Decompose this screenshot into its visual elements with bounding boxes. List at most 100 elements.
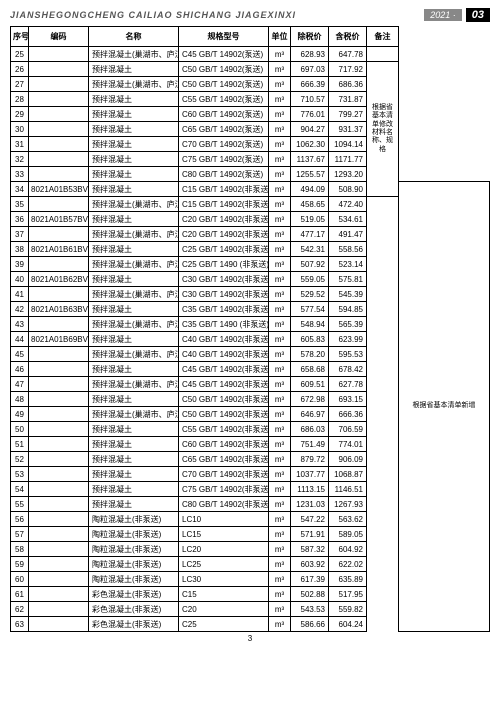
price-in-cell: 563.62 (329, 512, 367, 527)
unit-cell: m³ (269, 92, 291, 107)
price-in-cell: 594.85 (329, 302, 367, 317)
unit-cell: m³ (269, 467, 291, 482)
seq-cell: 36 (11, 212, 29, 227)
spec-cell: C80 GB/T 14902(非泵送) (179, 497, 269, 512)
code-cell (29, 197, 89, 212)
code-cell (29, 347, 89, 362)
spec-cell: C65 GB/T 14902(非泵送) (179, 452, 269, 467)
table-header-row: 序号 编码 名称 规格型号 单位 除税价 含税价 备注 (11, 27, 490, 47)
spec-cell: C50 GB/T 14902(泵送) (179, 62, 269, 77)
spec-cell: C30 GB/T 14902(非泵送) (179, 272, 269, 287)
seq-cell: 38 (11, 242, 29, 257)
price-ex-cell: 1231.03 (291, 497, 329, 512)
price-ex-cell: 697.03 (291, 62, 329, 77)
col-price-in-header: 含税价 (329, 27, 367, 47)
price-ex-cell: 542.31 (291, 242, 329, 257)
col-code-header: 编码 (29, 27, 89, 47)
name-cell: 预拌混凝土 (89, 452, 179, 467)
price-ex-cell: 672.98 (291, 392, 329, 407)
price-in-cell: 693.15 (329, 392, 367, 407)
spec-cell: C70 GB/T 14902(泵送) (179, 137, 269, 152)
price-ex-cell: 1062.30 (291, 137, 329, 152)
col-unit-header: 单位 (269, 27, 291, 47)
price-ex-cell: 529.52 (291, 287, 329, 302)
code-cell (29, 137, 89, 152)
seq-cell: 55 (11, 497, 29, 512)
price-in-cell: 534.61 (329, 212, 367, 227)
unit-cell: m³ (269, 527, 291, 542)
spec-cell: C60 GB/T 14902(非泵送) (179, 437, 269, 452)
spec-cell: LC20 (179, 542, 269, 557)
table-row: 30预拌混凝土C65 GB/T 14902(泵送)m³904.27931.37 (11, 122, 490, 137)
name-cell: 预拌混凝土 (89, 497, 179, 512)
unit-cell: m³ (269, 302, 291, 317)
seq-cell: 42 (11, 302, 29, 317)
spec-cell: C60 GB/T 14902(泵送) (179, 107, 269, 122)
code-cell (29, 257, 89, 272)
code-cell: 8021A01B62BV (29, 272, 89, 287)
spec-cell: C25 (179, 617, 269, 632)
price-in-cell: 523.14 (329, 257, 367, 272)
price-in-cell: 627.78 (329, 377, 367, 392)
spec-cell: C15 GB/T 14902(非泵送) (179, 182, 269, 197)
spec-cell: C15 (179, 587, 269, 602)
spec-cell: C45 GB/T 14902(泵送) (179, 47, 269, 62)
code-cell (29, 122, 89, 137)
code-cell (29, 482, 89, 497)
price-ex-cell: 879.72 (291, 452, 329, 467)
price-in-cell: 731.87 (329, 92, 367, 107)
page-header: JIANSHEGONGCHENG CAILIAO SHICHANG JIAGEX… (10, 8, 490, 22)
price-in-cell: 565.39 (329, 317, 367, 332)
header-year: 2021 · (424, 9, 462, 21)
seq-cell: 47 (11, 377, 29, 392)
name-cell: 预拌混凝土 (89, 242, 179, 257)
name-cell: 预拌混凝土 (89, 422, 179, 437)
seq-cell: 62 (11, 602, 29, 617)
code-cell (29, 287, 89, 302)
spec-cell: C70 GB/T 14902(非泵送) (179, 467, 269, 482)
col-spec-header: 规格型号 (179, 27, 269, 47)
name-cell: 陶粒混凝土(非泵送) (89, 557, 179, 572)
code-cell (29, 107, 89, 122)
unit-cell: m³ (269, 512, 291, 527)
spec-cell: LC25 (179, 557, 269, 572)
price-ex-cell: 1137.67 (291, 152, 329, 167)
unit-cell: m³ (269, 572, 291, 587)
seq-cell: 34 (11, 182, 29, 197)
name-cell: 预拌混凝土 (89, 362, 179, 377)
price-in-cell: 491.47 (329, 227, 367, 242)
price-in-cell: 931.37 (329, 122, 367, 137)
unit-cell: m³ (269, 182, 291, 197)
seq-cell: 54 (11, 482, 29, 497)
price-ex-cell: 548.94 (291, 317, 329, 332)
name-cell: 预拌混凝土 (89, 332, 179, 347)
price-ex-cell: 507.92 (291, 257, 329, 272)
name-cell: 预拌混凝土 (89, 302, 179, 317)
seq-cell: 33 (11, 167, 29, 182)
price-in-cell: 799.27 (329, 107, 367, 122)
unit-cell: m³ (269, 482, 291, 497)
seq-cell: 39 (11, 257, 29, 272)
seq-cell: 57 (11, 527, 29, 542)
code-cell: 8021A01B53BV (29, 182, 89, 197)
price-ex-cell: 1113.15 (291, 482, 329, 497)
unit-cell: m³ (269, 437, 291, 452)
code-cell (29, 497, 89, 512)
spec-cell: C55 GB/T 14902(泵送) (179, 92, 269, 107)
price-ex-cell: 578.20 (291, 347, 329, 362)
price-in-cell: 774.01 (329, 437, 367, 452)
spec-cell: C35 GB/T 1490 (非泵送) (179, 317, 269, 332)
unit-cell: m³ (269, 167, 291, 182)
price-in-cell: 604.24 (329, 617, 367, 632)
table-row: 31预拌混凝土C70 GB/T 14902(泵送)m³1062.301094.1… (11, 137, 490, 152)
spec-cell: C20 GB/T 14902(非泵送) (179, 227, 269, 242)
col-seq-header: 序号 (11, 27, 29, 47)
code-cell: 8021A01B57BV (29, 212, 89, 227)
seq-cell: 48 (11, 392, 29, 407)
header-right: 2021 · 03 (424, 8, 490, 22)
unit-cell: m³ (269, 542, 291, 557)
note-cell (367, 47, 399, 62)
price-ex-cell: 904.27 (291, 122, 329, 137)
name-cell: 预拌混凝土(巢湖市、庐江县) (89, 257, 179, 272)
price-ex-cell: 1037.77 (291, 467, 329, 482)
